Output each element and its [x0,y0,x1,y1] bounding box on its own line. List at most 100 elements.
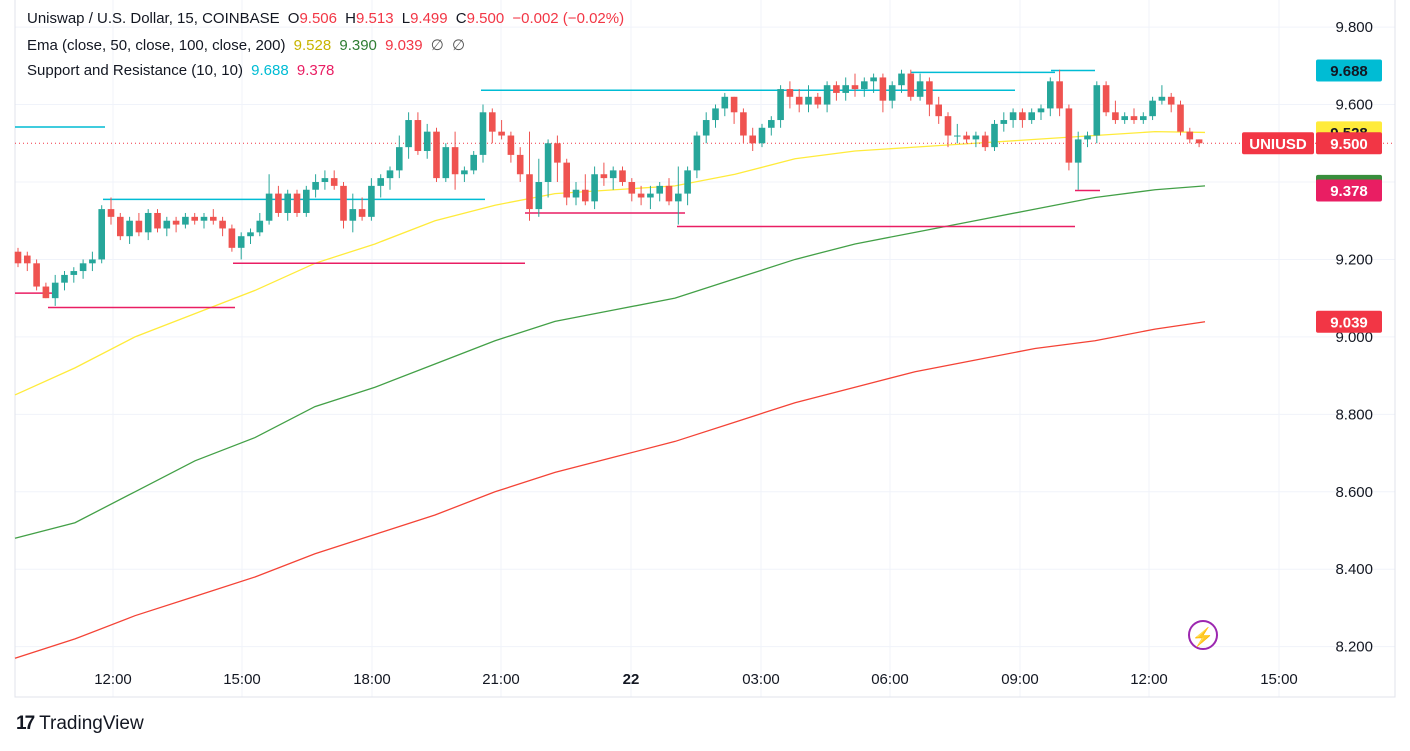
legend-ema-na-2: ∅ [452,37,466,54]
candle [851,85,859,90]
candle [693,135,701,171]
candle [823,85,831,105]
candle [256,220,264,233]
candle [730,96,738,113]
candle [172,220,180,225]
candle [126,220,133,237]
candle [516,154,524,175]
candle [14,251,22,264]
price-label-bg [1316,179,1382,202]
legend-ema-name: Ema (close, 50, close, 100, close, 200) [27,37,286,54]
candle [98,209,105,260]
candle [1000,120,1008,124]
candle [1056,81,1063,109]
candle [972,135,980,140]
candle [228,228,236,248]
candle [888,85,896,101]
x-tick-label: 15:00 [223,671,261,688]
candle [470,154,477,171]
candle [489,112,496,132]
candle [498,131,505,136]
legend-close-label: C [455,10,467,27]
candle [1149,100,1156,117]
candle [414,120,422,152]
candle [1167,96,1175,105]
x-tick-label: 18:00 [353,671,391,688]
candle [1047,81,1054,109]
candle [795,96,803,105]
candle [926,81,933,105]
candle [1102,85,1110,113]
candle [507,135,515,155]
candle [312,181,319,190]
candle [265,193,273,221]
candle [368,185,375,217]
candle [637,193,645,198]
y-tick-label: 8.200 [1335,639,1373,656]
candle [1130,116,1138,121]
x-tick-label: 03:00 [742,671,780,688]
candle [433,131,440,179]
candle [1065,108,1073,163]
candle [210,216,217,221]
legend-sr-resistance-value: 9.688 [251,62,289,79]
candle [944,116,952,136]
candle [981,135,989,148]
candle [879,77,887,101]
candle [702,120,710,136]
legend-ema-row[interactable]: Ema (close, 50, close, 100, close, 200) … [27,36,469,54]
price-label-bg [1316,310,1382,333]
candle [1019,112,1026,121]
candle [33,263,40,287]
candle [1177,104,1184,132]
candle [647,193,654,198]
candle [330,178,338,186]
candle [684,170,691,194]
x-tick-label: 09:00 [1001,671,1039,688]
legend-low-label: L [401,10,411,27]
x-tick-label: 21:00 [482,671,520,688]
candle [154,212,161,229]
candle [1028,112,1035,121]
candle [284,193,291,213]
candle [712,108,719,121]
candle [656,185,663,194]
x-tick-label: 12:00 [1130,671,1168,688]
y-tick-label: 8.800 [1335,406,1373,423]
candle [42,286,50,299]
candle [544,143,552,182]
candle [396,147,403,171]
candle [954,135,961,137]
candle [451,147,459,175]
price-label: 9.039 [1330,314,1368,331]
tradingview-logo-text: TradingView [39,713,144,734]
legend-close-value: 9.500 [466,10,505,27]
candle [275,193,282,213]
candle [582,189,589,202]
candle [1112,112,1119,121]
candle [107,209,115,217]
candle [340,185,347,221]
candle [479,112,487,155]
legend-sr-row[interactable]: Support and Resistance (10, 10) 9.688 9.… [27,62,338,79]
legend-ema100-value: 9.390 [339,37,377,54]
ema100-line [14,185,1206,539]
symbol-tag-bg [1242,132,1314,155]
price-label: 9.378 [1330,183,1368,200]
ema50-line [14,131,1206,396]
symbol-tag: UNIUSD [1249,136,1307,153]
lightning-icon[interactable]: ⚡ [1188,620,1218,650]
tradingview-logo[interactable]: 17 TradingView [16,713,144,735]
x-tick-label: 06:00 [871,671,909,688]
price-label-bg [1316,132,1382,155]
candle [907,73,915,97]
candle [405,120,412,148]
candle [89,259,96,264]
legend-ema200-value: 9.039 [385,37,423,54]
price-label: 9.688 [1330,63,1368,80]
x-tick-label: 15:00 [1260,671,1298,688]
candle [1074,139,1082,163]
candle [675,193,682,202]
